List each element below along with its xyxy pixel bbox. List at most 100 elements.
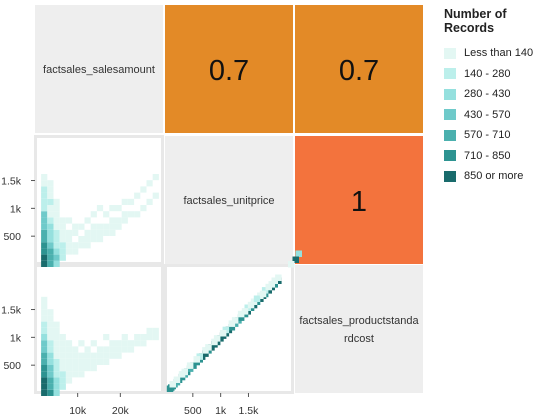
legend-label: 570 - 710 xyxy=(464,129,511,142)
heatmap-cell xyxy=(47,346,54,353)
heatmap-cell xyxy=(65,229,73,236)
y-tick-label: 1.5k xyxy=(1,176,22,188)
heatmap-cell xyxy=(41,321,48,328)
heatmap-cell xyxy=(103,223,110,230)
heatmap-cell xyxy=(53,205,60,212)
heatmap-cell xyxy=(140,334,147,341)
legend-label: 280 - 430 xyxy=(464,88,511,101)
x-tick-label: 1k xyxy=(215,405,227,417)
heatmap-cell xyxy=(59,340,66,347)
heatmap-cell xyxy=(103,334,110,341)
heatmap-cell xyxy=(115,205,122,212)
heatmap-cell xyxy=(115,340,122,347)
heatmap-cell xyxy=(121,346,128,353)
heatmap-cell xyxy=(237,314,245,321)
y-tick-label: 500 xyxy=(3,231,21,243)
heatmap-cell xyxy=(288,261,295,268)
heatmap-cell xyxy=(127,340,135,347)
heatmap-cell xyxy=(41,242,48,249)
heatmap-cell xyxy=(96,346,104,353)
heatmap-cell xyxy=(59,229,66,236)
heatmap-cell xyxy=(90,340,97,347)
heatmap-cell xyxy=(41,296,48,303)
heatmap-cell xyxy=(47,327,54,334)
heatmap-cell xyxy=(41,352,48,359)
heatmap-cell xyxy=(59,223,66,230)
heatmap-cell xyxy=(47,383,54,390)
panel-frame xyxy=(164,264,294,394)
heatmap-cell xyxy=(41,365,48,372)
heatmap-cell xyxy=(90,223,97,230)
heatmap-cell xyxy=(134,340,141,347)
heatmap-cell xyxy=(146,327,153,334)
heatmap-cell xyxy=(53,346,60,353)
heatmap-cell xyxy=(53,242,60,249)
heatmap-cell xyxy=(127,346,135,353)
heatmap-cell xyxy=(265,287,272,294)
variable-label: factsales_salesamount xyxy=(43,64,155,76)
heatmap-cell xyxy=(237,310,245,318)
heatmap-cell xyxy=(72,358,79,365)
heatmap-cell xyxy=(115,217,122,224)
x-tick-label: 10k xyxy=(69,405,87,417)
legend-item: 570 - 710 xyxy=(444,125,556,146)
heatmap-cell xyxy=(65,377,73,384)
heatmap-cell xyxy=(84,242,91,249)
heatmap-cell xyxy=(152,174,159,181)
heatmap-cell xyxy=(41,340,48,347)
heatmap-cell xyxy=(41,186,48,193)
heatmap-cell xyxy=(59,377,66,384)
heatmap-cell xyxy=(78,340,85,347)
heatmap-cell xyxy=(53,352,60,359)
heatmap-cell xyxy=(41,248,48,255)
heatmap-cell xyxy=(41,192,48,199)
heatmap-cell xyxy=(65,346,73,353)
heatmap-cell xyxy=(47,248,54,255)
heatmap-cell xyxy=(247,301,255,309)
heatmap-cell xyxy=(72,229,79,236)
legend-item: Less than 140 xyxy=(444,43,556,64)
heatmap-cell xyxy=(41,377,48,384)
y-tick-label: 1k xyxy=(10,203,22,215)
heatmap-cell xyxy=(41,371,48,378)
legend-label: 140 - 280 xyxy=(464,67,511,80)
heatmap-cell xyxy=(47,198,54,205)
heatmap-cell xyxy=(65,340,73,347)
heatmap-cell xyxy=(59,352,66,359)
heatmap-cell xyxy=(121,211,128,218)
legend-item: 850 or more xyxy=(444,166,556,187)
heatmap-cell xyxy=(271,277,278,284)
correlation-panel xyxy=(165,5,293,133)
heatmap-cell xyxy=(202,350,209,357)
heatmap-cell xyxy=(65,352,73,359)
heatmap-cell xyxy=(53,321,60,328)
legend-item: 280 - 430 xyxy=(444,84,556,105)
y-tick-label: 1.5k xyxy=(1,305,22,317)
panel-frame xyxy=(34,264,164,394)
legend-swatch xyxy=(444,47,456,59)
heatmap-cell xyxy=(47,223,54,230)
heatmap-cell xyxy=(53,229,60,236)
heatmap-cell xyxy=(65,365,73,372)
variable-label: factsales_unitprice xyxy=(183,195,274,207)
heatmap-cell xyxy=(173,376,181,383)
heatmap-cell xyxy=(72,371,79,378)
heatmap-cell xyxy=(103,346,110,353)
heatmap-cell xyxy=(109,340,116,347)
heatmap-cell xyxy=(78,223,85,230)
heatmap-cell xyxy=(47,377,54,384)
heatmap-cell xyxy=(53,371,60,378)
heatmap-cell xyxy=(41,346,48,353)
heatmap-cell xyxy=(41,174,48,181)
heatmap-cell xyxy=(121,217,128,224)
heatmap-cell xyxy=(96,223,104,230)
heatmap-cell xyxy=(41,303,48,310)
heatmap-cell xyxy=(78,358,85,365)
heatmap-cell xyxy=(59,217,66,224)
diagonal-panel xyxy=(35,5,163,133)
heatmap-cell xyxy=(53,198,60,205)
heatmap-cell xyxy=(265,283,272,291)
heatmap-cell xyxy=(84,229,91,236)
correlation-label: 0.7 xyxy=(209,55,249,87)
